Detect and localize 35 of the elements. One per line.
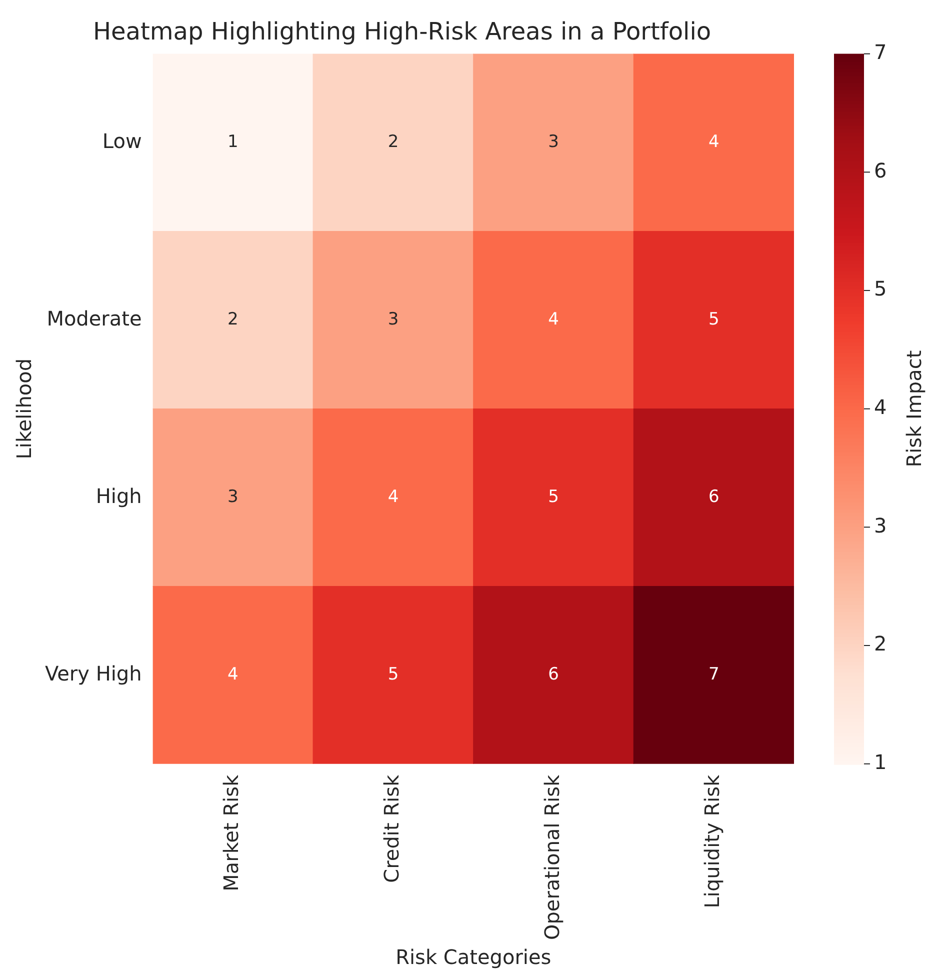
data-label: 3	[548, 132, 559, 152]
data-label: 5	[708, 309, 720, 330]
x-tick-label: Liquidity Risk	[700, 774, 724, 908]
y-tick-label: Low	[102, 128, 142, 153]
color-bar-label: 2	[874, 632, 887, 656]
data-label: 3	[388, 309, 399, 330]
color-bar-label: 1	[874, 750, 887, 774]
data-label: 5	[548, 487, 559, 507]
data-label: 4	[388, 487, 399, 507]
color-bar-label: 4	[874, 395, 887, 420]
color-bar-label: 3	[874, 513, 887, 538]
color-bar-label: 7	[874, 40, 887, 64]
y-tick-label: Very High	[44, 661, 142, 686]
data-label: 3	[228, 487, 238, 507]
data-label: 4	[708, 132, 720, 152]
color-bar-label: 5	[874, 276, 887, 301]
data-label: 5	[388, 664, 399, 685]
chart-title: Heatmap Highlighting High-Risk Areas in a Portfolio	[92, 18, 712, 46]
data-label: 1	[228, 132, 238, 152]
color-bar-label: 6	[874, 158, 887, 182]
y-tick-label: Moderate	[46, 306, 142, 330]
data-label: 4	[548, 309, 559, 330]
data-label: 7	[708, 664, 720, 685]
data-label: 2	[388, 132, 399, 152]
color-bar-title: Risk Impact	[902, 350, 926, 468]
data-label: 6	[708, 487, 720, 507]
data-label: 6	[548, 664, 559, 685]
x-axis-title: Risk Categories	[396, 945, 552, 970]
y-tick-label: High	[96, 484, 142, 508]
x-tick-label: Credit Risk	[379, 774, 404, 883]
x-tick-label: Operational Risk	[540, 774, 564, 940]
y-axis-title: Likelihood	[12, 358, 36, 460]
data-label: 2	[228, 309, 238, 330]
x-tick-label: Market Risk	[219, 774, 244, 892]
data-label: 4	[228, 664, 238, 685]
